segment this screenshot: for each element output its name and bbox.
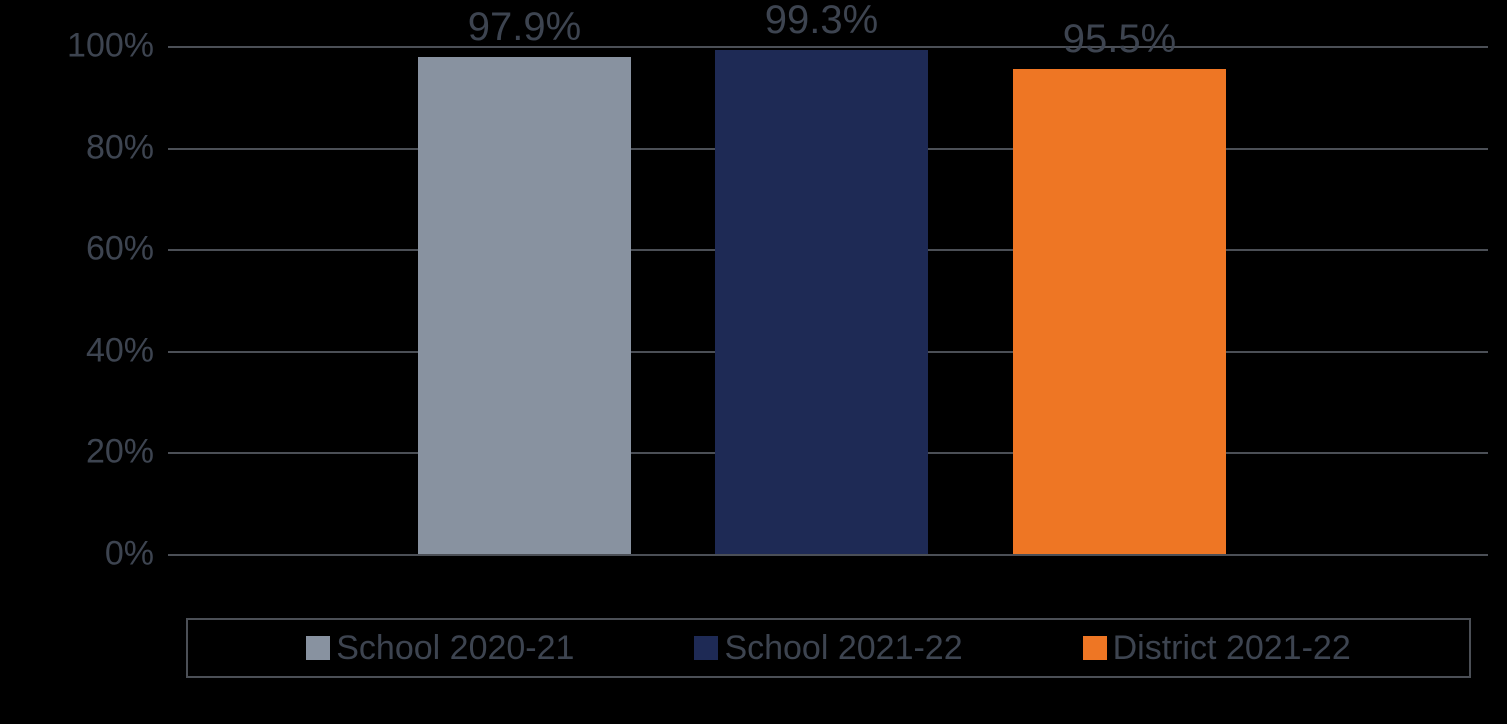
legend-item: District 2021-22 (1083, 629, 1351, 668)
legend-item: School 2021-22 (694, 629, 962, 668)
y-tick-label: 80% (0, 128, 154, 167)
legend-label: School 2020-21 (336, 629, 574, 668)
y-tick-label: 60% (0, 230, 154, 269)
bar-value-label: 99.3% (765, 0, 878, 43)
legend-swatch (694, 636, 718, 660)
bar-value-label: 95.5% (1063, 17, 1176, 62)
legend: School 2020-21 School 2021-22 District 202… (186, 618, 1471, 678)
legend-item: School 2020-21 (306, 629, 574, 668)
y-tick-label: 40% (0, 331, 154, 370)
legend-swatch (306, 636, 330, 660)
gridline (168, 554, 1488, 556)
bar (1013, 69, 1226, 554)
bar-chart: 0% 20% 40% 60% 80% 100% 97.9% 99.3% 95.5% Schoo… (0, 0, 1507, 724)
legend-swatch (1083, 636, 1107, 660)
bars-container (168, 46, 1488, 554)
legend-label: School 2021-22 (724, 629, 962, 668)
y-tick-label: 20% (0, 433, 154, 472)
bar (418, 57, 631, 554)
bar (715, 50, 928, 554)
legend-label: District 2021-22 (1113, 629, 1351, 668)
y-tick-label: 0% (0, 535, 154, 574)
bar-value-label: 97.9% (468, 5, 581, 50)
y-tick-label: 100% (0, 27, 154, 66)
